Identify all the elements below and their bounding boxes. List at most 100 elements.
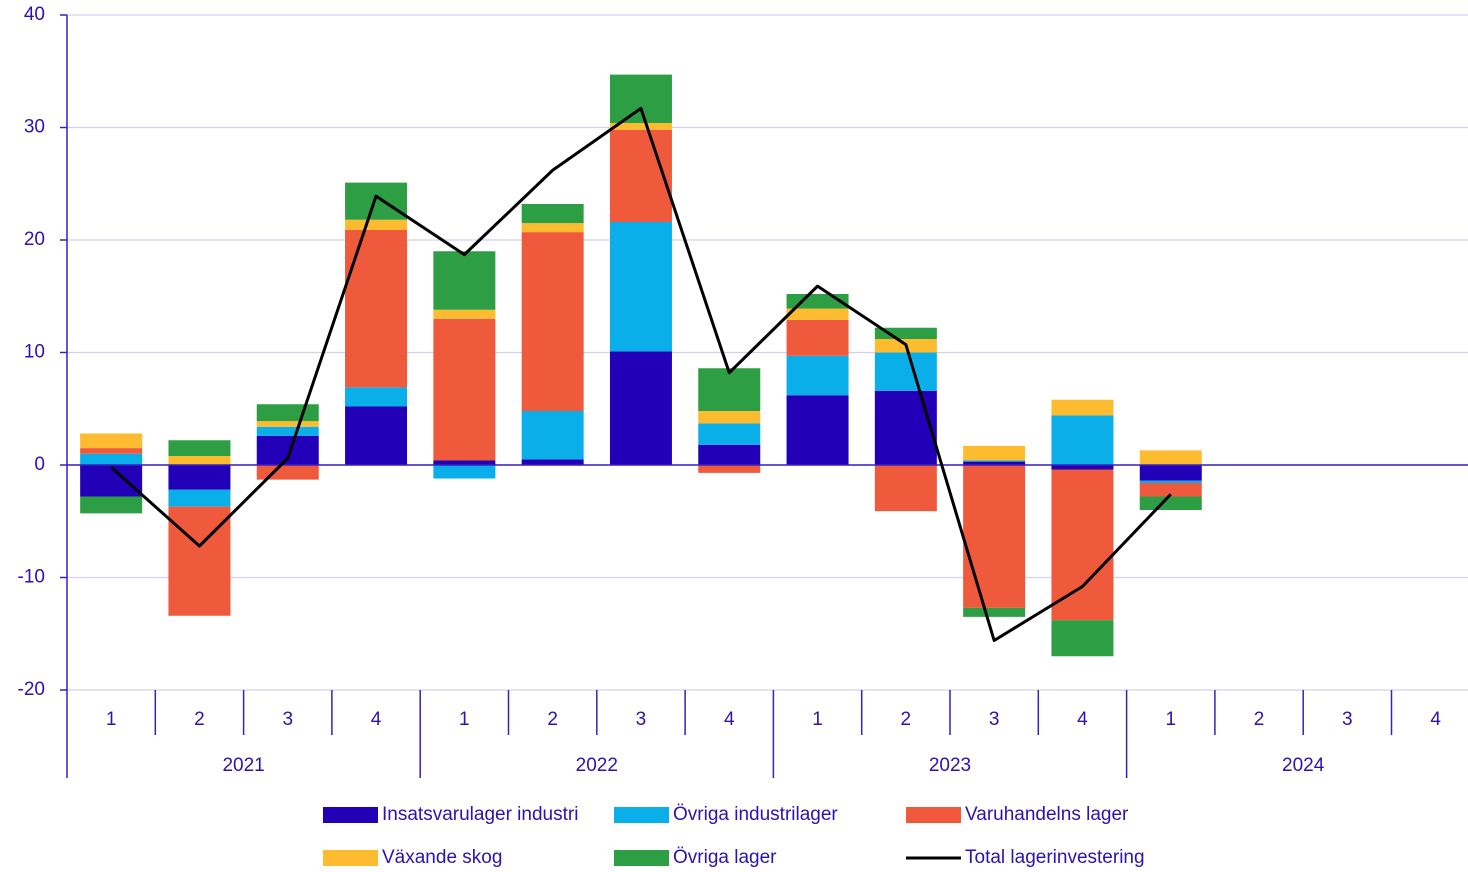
x-tick-label: 4 [1077,709,1088,730]
bar-segment [521,232,584,411]
bar-segment [963,465,1026,608]
x-tick-label: 4 [371,709,382,730]
x-tick-label: 3 [989,709,1000,730]
y-tick-label: 0 [34,454,45,475]
bar-segment [1051,465,1114,470]
bar-segment [433,460,496,465]
legend-swatch [323,850,378,866]
bar-segment [963,607,1026,617]
bar-segment [963,460,1026,462]
bar-segment [80,433,143,449]
x-tick-label: 2 [194,709,205,730]
bar-segment [168,489,231,507]
bar-segment [521,411,584,460]
y-tick-label: -10 [18,567,45,588]
bar-segment [345,182,408,220]
bar-segment [786,308,849,320]
bar-segment [963,461,1026,465]
bar-segment [1139,496,1202,510]
bar-segment [1051,620,1114,657]
bar-segment [80,448,143,454]
x-tick-label: 1 [459,709,470,730]
legend-label: Växande skog [382,847,502,868]
bar-segment [433,318,496,461]
legend-label: Övriga industrilager [673,804,838,825]
bar-segment [1139,483,1202,497]
bar-segment [1139,465,1202,481]
bar-segment [786,395,849,465]
bar-segment [874,465,937,512]
bar-segment [786,355,849,396]
bar-segment [433,309,496,319]
x-tick-label: 2 [901,709,912,730]
legend-swatch [614,850,669,866]
year-label: 2021 [222,755,264,776]
y-tick-label: 20 [24,229,45,250]
total-line [110,106,1172,642]
bar-segment [609,129,672,222]
bar-segment [521,459,584,465]
bar-segment [433,251,496,310]
bar-segment [1051,415,1114,465]
bar-segment [256,426,319,436]
x-tick-label: 4 [724,709,735,730]
bar-segment [80,465,143,497]
bar-segment [609,74,672,123]
bar-segment [698,423,761,445]
bar-segment [345,229,408,388]
bar-segment [521,204,584,224]
bar-segment [698,368,761,411]
bar-segment [1139,480,1202,483]
bar-segment [256,404,319,422]
bar-segment [874,327,937,339]
year-label: 2023 [929,755,971,776]
bar-segment [345,219,408,230]
bar-segment [786,319,849,356]
bar-segment [521,223,584,233]
legend-swatch [614,807,669,823]
x-tick-label: 1 [812,709,823,730]
bar-segment [80,453,143,465]
bar-segment [874,352,937,391]
bar-segment [963,445,1026,461]
year-label: 2022 [576,755,618,776]
x-tick-label: 1 [106,709,117,730]
bar-segment [168,465,231,490]
bar-segment [698,444,761,465]
x-tick-label: 3 [282,709,293,730]
year-label: 2024 [1282,755,1325,776]
bar-segment [345,387,408,407]
y-tick-label: -20 [18,679,45,700]
legend-swatch [906,807,961,823]
bar-segment [256,421,319,427]
legend-label: Insatsvarulager industri [382,804,578,825]
legend-label: Total lagerinvestering [965,847,1145,868]
bar-segment [1051,399,1114,416]
bar-segment [1139,450,1202,465]
bar-segment [874,390,937,465]
bar-segment [168,440,231,456]
legend-label: Övriga lager [673,847,777,868]
bar-segment [168,456,231,465]
legend-swatch [323,807,378,823]
y-tick-label: 30 [24,117,45,138]
x-tick-label: 2 [547,709,558,730]
bar-segment [609,351,672,465]
bar-segment [433,465,496,479]
x-tick-label: 3 [636,709,647,730]
bar-segment [80,496,143,514]
bar-segment [345,406,408,465]
y-tick-label: 40 [24,4,45,25]
bar-segment [609,222,672,352]
bar-segment [698,465,761,473]
x-tick-label: 4 [1430,709,1441,730]
y-tick-label: 10 [24,342,45,363]
bar-segment [609,123,672,130]
bar-segment [698,411,761,424]
x-tick-label: 3 [1342,709,1353,730]
bar-segment [256,435,319,465]
bar-segment [1051,469,1114,621]
legend-label: Varuhandelns lager [965,804,1129,825]
bar-segment [256,465,319,480]
